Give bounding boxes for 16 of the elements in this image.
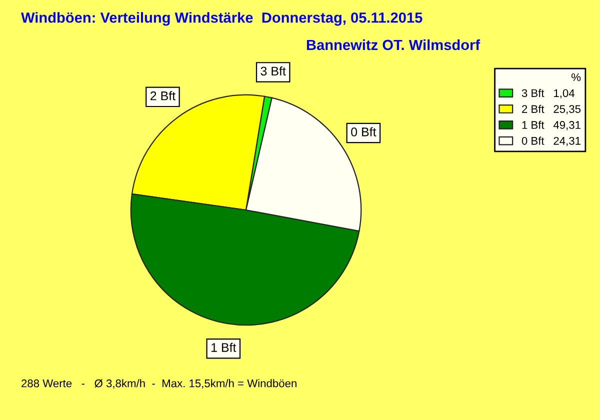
slice-label: 0 Bft	[351, 127, 376, 136]
data-label: 24,31	[554, 136, 580, 146]
data-label: 1,04	[554, 89, 574, 98]
chart-subtitle: Bannewitz OT. Wilmsdorf	[306, 39, 480, 50]
slice-label: 3 Bft	[260, 66, 286, 76]
legend-label: 3 Bft	[522, 88, 544, 98]
slice-label: 1 Bft	[212, 342, 236, 352]
data-label: 25,35	[554, 105, 581, 114]
data-label: 49,31	[553, 121, 580, 130]
chart-title: Windböen: Verteilung Windstärke Donnerstag, 05.11.2015	[21, 12, 422, 26]
legend-label: 1 Bft	[522, 120, 544, 129]
legend-label: 2 Bft	[522, 104, 544, 113]
legend-title: %	[572, 73, 581, 82]
legend-label: 0 Bft	[522, 136, 544, 145]
text: 288 Werte - Ø 3,8km/h - Max. 15,5km/h = Windböen	[22, 379, 296, 389]
slice-label: 2 Bft	[150, 91, 176, 100]
